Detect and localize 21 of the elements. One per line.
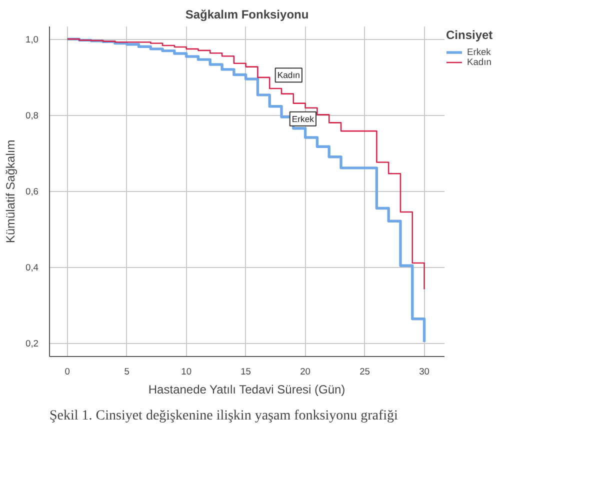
legend-label: Kadın bbox=[467, 57, 492, 67]
x-tick-label: 25 bbox=[360, 366, 370, 376]
y-tick-label: 0,8 bbox=[26, 110, 38, 121]
x-tick-label: 30 bbox=[419, 366, 430, 376]
annotation: Erkek bbox=[292, 114, 315, 124]
y-tick-label: 0,2 bbox=[26, 338, 38, 349]
x-tick-label: 0 bbox=[64, 366, 70, 376]
x-tick-label: 15 bbox=[240, 366, 252, 376]
annotation: Kadın bbox=[277, 70, 300, 80]
text: Şekil 1. Cinsiyet değişkenine ilişkin yaşam fonksiyonu grafiği bbox=[50, 408, 398, 424]
y-tick-label: 1,0 bbox=[26, 34, 38, 45]
x-tick-label: 10 bbox=[181, 366, 192, 376]
x-tick-label: 5 bbox=[124, 366, 130, 376]
chart-title: Sağkalım Fonksiyonu bbox=[185, 8, 309, 22]
x-tick-label: 20 bbox=[300, 366, 310, 376]
x-axis-title: Hastanede Yatılı Tedavi Süresi (Gün) bbox=[148, 382, 346, 396]
y-tick-label: 0,6 bbox=[26, 186, 38, 197]
legend-label: Erkek bbox=[467, 47, 491, 57]
y-tick-label: 0,4 bbox=[26, 262, 38, 273]
legend-title: Cinsiyet bbox=[446, 28, 493, 42]
y-axis-title: Kümülatif Sağkalım bbox=[4, 140, 18, 244]
